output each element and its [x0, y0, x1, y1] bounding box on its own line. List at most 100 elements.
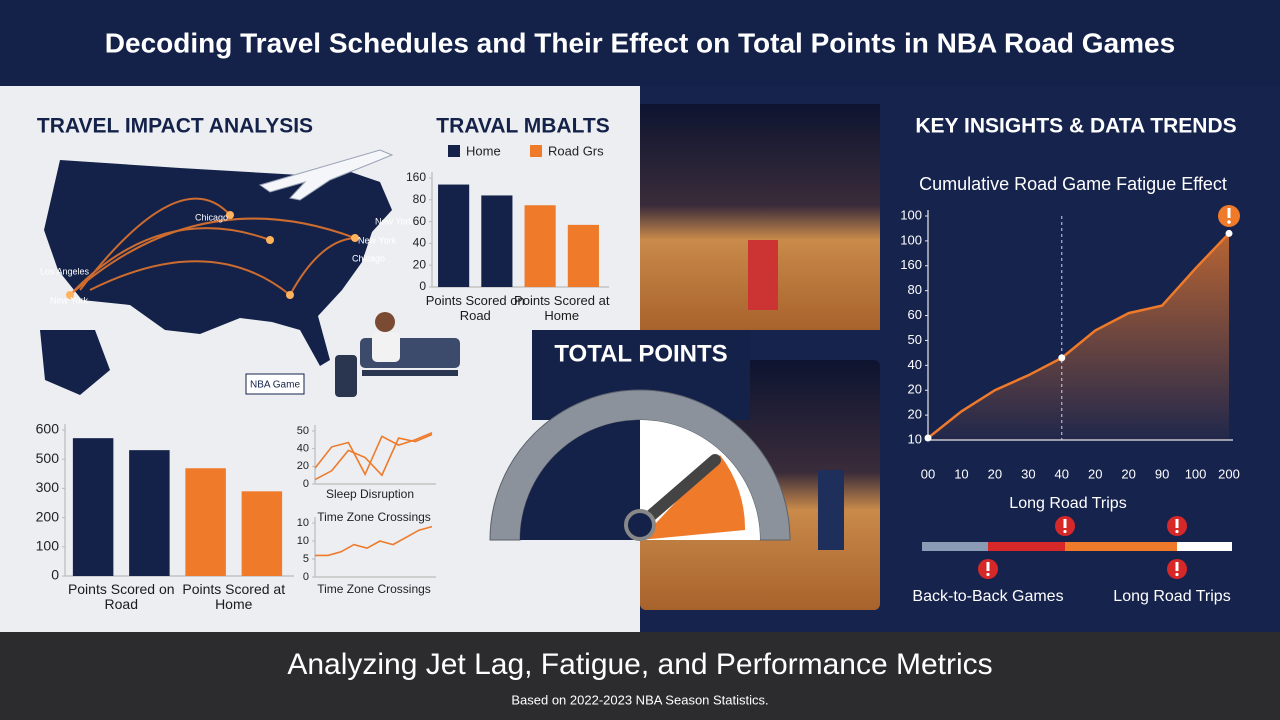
bar — [524, 205, 556, 287]
alert-icon — [1218, 205, 1240, 227]
y-tick-label: 80 — [413, 192, 427, 206]
right-title: KEY INSIGHTS & DATA TRENDS — [915, 115, 1236, 138]
y-tick-label: 40 — [297, 443, 309, 455]
y-tick-label: 100 — [36, 538, 60, 554]
y-tick-label: 50 — [908, 332, 922, 347]
page-title: Decoding Travel Schedules and Their Effe… — [105, 27, 1175, 58]
risk-label: Long Road Trips — [1113, 588, 1230, 605]
y-tick-label: 300 — [36, 479, 60, 495]
bar — [481, 195, 513, 287]
y-tick-label: 5 — [303, 553, 309, 565]
alaska — [40, 330, 110, 395]
y-tick-label: 20 — [413, 257, 427, 271]
y-tick-label: 20 — [908, 407, 922, 422]
risk-alert-marks — [986, 519, 1179, 577]
badge-box — [245, 373, 305, 395]
y-tick-label: 20 — [297, 460, 309, 472]
y-tick-label: 40 — [413, 236, 427, 250]
x-axis-label: Time Zone Crossings — [317, 582, 431, 596]
y-tick-label: 10 — [297, 535, 309, 547]
bar — [185, 468, 226, 576]
y-tick-label: 60 — [413, 214, 427, 228]
y-tick-label: 40 — [908, 357, 922, 372]
x-tick-label: 00 — [921, 466, 935, 481]
bar — [129, 450, 170, 576]
gauge-left — [520, 420, 640, 540]
y-tick-label: 160 — [900, 257, 922, 272]
x-tick-label: Points Scored on Road — [425, 293, 525, 323]
gauge-needle — [634, 454, 721, 531]
footer-bg — [0, 632, 1280, 720]
risk-label: Back-to-Back Games — [912, 588, 1063, 605]
y-tick-label: 0 — [51, 567, 59, 583]
y-tick-label: 0 — [303, 478, 309, 490]
area — [928, 233, 1229, 440]
legend-label: Road Grs — [548, 143, 604, 158]
x-tick-label: Points Scored on Road — [67, 581, 175, 612]
y-tick-label: 100 — [900, 232, 922, 247]
city-label: Chicago — [352, 253, 385, 263]
header-bg — [0, 0, 1280, 86]
gauge-wedge — [640, 455, 746, 540]
point — [1058, 354, 1066, 362]
y-tick-label: 500 — [36, 450, 60, 466]
x-tick-label: Points Scored at Home — [182, 581, 286, 612]
player — [818, 470, 844, 550]
chart-title: Sleep Disruption — [326, 487, 414, 501]
bar — [438, 184, 470, 287]
x-tick-label: 10 — [954, 466, 968, 481]
city-label: New York — [50, 295, 89, 305]
y-tick-label: 60 — [908, 307, 922, 322]
y-tick-label: 50 — [297, 425, 309, 437]
y-tick-label: 10 — [908, 431, 922, 446]
x-tick-label: 40 — [1055, 466, 1069, 481]
y-tick-label: 80 — [908, 282, 922, 297]
risk-title: Long Road Trips — [1009, 495, 1126, 512]
bar — [241, 491, 283, 576]
chart-title: Cumulative Road Game Fatigue Effect — [919, 174, 1227, 194]
x-tick-label: 20 — [1088, 466, 1102, 481]
city-dots — [66, 211, 359, 299]
legend-swatch — [448, 145, 460, 157]
x-tick-label: 90 — [1155, 466, 1169, 481]
legend-swatch — [530, 145, 542, 157]
point — [1225, 229, 1233, 237]
city-label: New York — [375, 216, 414, 226]
line — [315, 525, 433, 557]
risk-segment — [988, 542, 1065, 551]
bench — [335, 312, 460, 397]
risk-segment — [922, 542, 988, 551]
y-tick-label: 160 — [406, 170, 426, 184]
gauge-hub — [624, 509, 656, 541]
y-tick-label: 10 — [297, 517, 309, 529]
y-tick-label: 0 — [303, 571, 309, 583]
bar — [72, 438, 114, 576]
risk-segment — [1177, 542, 1232, 551]
chart-title: TRAVAL MBALTS — [436, 115, 609, 138]
y-tick-label: 600 — [36, 421, 60, 437]
legend-label: Home — [466, 143, 501, 158]
city-label: New York — [358, 235, 397, 245]
y-tick-label: 0 — [419, 279, 426, 293]
gauge-label: TOTAL POINTS — [554, 340, 727, 367]
city-label: Los Angeles — [40, 266, 90, 276]
y-tick-label: 100 — [900, 207, 922, 222]
map-badge: NBA Game — [250, 380, 300, 391]
y-tick-label: 20 — [908, 382, 922, 397]
footer-title: Analyzing Jet Lag, Fatigue, and Performa… — [287, 648, 992, 681]
risk-segment — [1065, 542, 1177, 551]
bar — [567, 224, 599, 287]
chart-title: Time Zone Crossings — [317, 510, 431, 524]
x-tick-label: 100 — [1185, 466, 1207, 481]
x-tick-label: 200 — [1218, 466, 1240, 481]
x-tick-label: Points Scored at Home — [514, 293, 610, 323]
line — [927, 232, 1230, 439]
city-label: Chicago — [195, 212, 228, 222]
player — [748, 240, 778, 310]
plane — [258, 149, 394, 201]
x-tick-label: 20 — [988, 466, 1002, 481]
